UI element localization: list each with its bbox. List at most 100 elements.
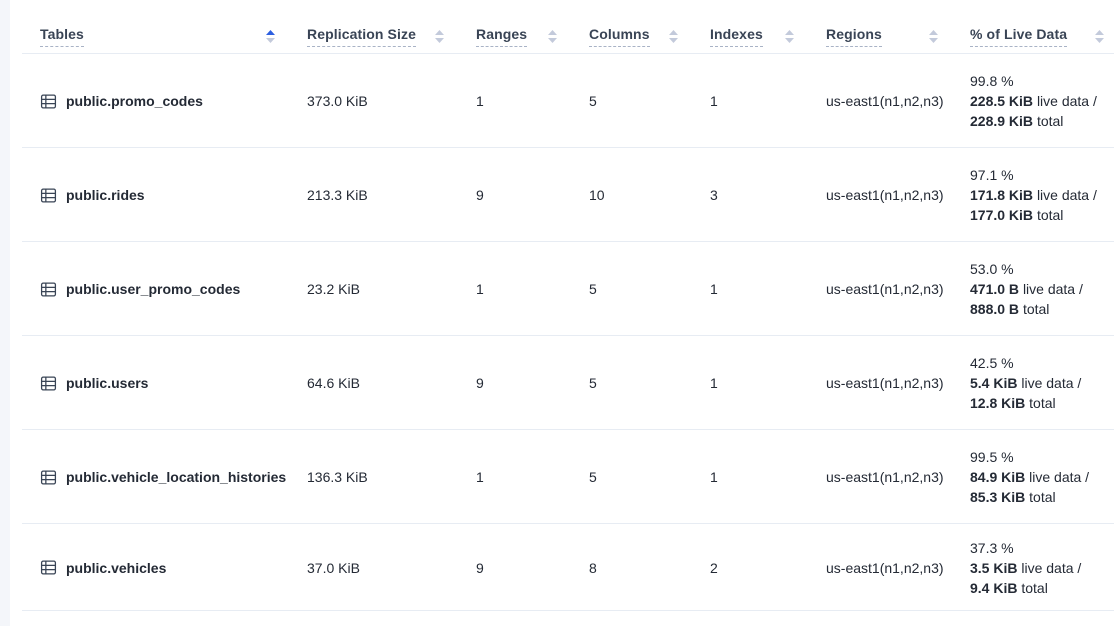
table-row[interactable]: public.vehicles 37.0 KiB 9 8 2 us-east1(… xyxy=(10,524,1114,611)
columns-cell: 10 xyxy=(589,187,605,203)
sort-icon[interactable] xyxy=(1095,30,1104,43)
sort-icon[interactable] xyxy=(435,30,444,43)
replication-size-cell: 213.3 KiB xyxy=(307,187,368,203)
ranges-cell: 9 xyxy=(476,559,484,576)
column-header-label: % of Live Data xyxy=(970,26,1068,47)
total-size-line: 228.9 KiB total xyxy=(970,113,1064,129)
column-header-label: Indexes xyxy=(710,26,763,47)
total-size-line: 888.0 B total xyxy=(970,301,1050,317)
table-name-link[interactable]: public.vehicles xyxy=(66,559,167,576)
table-name-link[interactable]: public.user_promo_codes xyxy=(66,281,241,297)
ranges-cell: 1 xyxy=(476,469,484,485)
table-row[interactable]: public.vehicle_location_histories 136.3 … xyxy=(10,430,1114,524)
live-size-line: 3.5 KiB live data / xyxy=(970,559,1082,576)
live-data-cell: 53.0 % 471.0 B live data / 888.0 B total xyxy=(948,242,1114,336)
regions-cell: us-east1(n1,n2,n3) xyxy=(826,281,944,297)
column-header-label: Ranges xyxy=(476,26,528,47)
table-icon xyxy=(40,281,57,298)
table-header-row: Tables Replication Size Ranges Columns I… xyxy=(10,0,1114,54)
columns-cell: 5 xyxy=(589,469,597,485)
table-name-cell: public.users xyxy=(10,336,285,430)
table-name-cell: public.user_promo_codes xyxy=(10,242,285,336)
indexes-cell: 2 xyxy=(710,559,718,576)
table-name-cell: public.promo_codes xyxy=(10,54,285,148)
columns-cell: 5 xyxy=(589,281,597,297)
table-icon xyxy=(40,559,57,576)
ranges-cell: 1 xyxy=(476,93,484,109)
column-header-columns[interactable]: Columns xyxy=(567,0,688,54)
column-header-indexes[interactable]: Indexes xyxy=(688,0,804,54)
live-data-cell: 99.5 % 84.9 KiB live data / 85.3 KiB tot… xyxy=(948,430,1114,524)
total-size-line: 177.0 KiB total xyxy=(970,207,1064,223)
live-size-line: 5.4 KiB live data / xyxy=(970,375,1082,391)
indexes-cell: 1 xyxy=(710,469,718,485)
total-size-line: 85.3 KiB total xyxy=(970,489,1056,505)
table-name-link[interactable]: public.rides xyxy=(66,187,145,203)
live-size-line: 471.0 B live data / xyxy=(970,281,1083,297)
column-header-replication-size[interactable]: Replication Size xyxy=(285,0,454,54)
live-percent: 42.5 % xyxy=(970,355,1014,371)
regions-cell: us-east1(n1,n2,n3) xyxy=(826,93,944,109)
live-data-cell: 99.8 % 228.5 KiB live data / 228.9 KiB t… xyxy=(948,54,1114,148)
live-data-cell: 97.1 % 171.8 KiB live data / 177.0 KiB t… xyxy=(948,148,1114,242)
columns-cell: 5 xyxy=(589,375,597,391)
regions-cell: us-east1(n1,n2,n3) xyxy=(826,375,944,391)
replication-size-cell: 136.3 KiB xyxy=(307,469,368,485)
live-size-line: 228.5 KiB live data / xyxy=(970,93,1097,109)
column-header-tables[interactable]: Tables xyxy=(10,0,285,54)
live-data-cell: 42.5 % 5.4 KiB live data / 12.8 KiB tota… xyxy=(948,336,1114,430)
table-icon xyxy=(40,469,57,486)
table-name-link[interactable]: public.vehicle_location_histories xyxy=(66,469,287,485)
indexes-cell: 1 xyxy=(710,93,718,109)
sort-icon[interactable] xyxy=(266,30,275,43)
regions-cell: us-east1(n1,n2,n3) xyxy=(826,469,944,485)
table-icon xyxy=(40,375,57,392)
live-percent: 99.5 % xyxy=(970,449,1014,465)
table-icon xyxy=(40,187,57,204)
table-name-link[interactable]: public.promo_codes xyxy=(66,93,203,109)
replication-size-cell: 373.0 KiB xyxy=(307,93,368,109)
table-icon xyxy=(40,93,57,110)
table-row[interactable]: public.promo_codes 373.0 KiB 1 5 1 us-ea… xyxy=(10,54,1114,148)
replication-size-cell: 23.2 KiB xyxy=(307,281,360,297)
table-name-cell: public.rides xyxy=(10,148,285,242)
replication-size-cell: 37.0 KiB xyxy=(307,559,360,576)
column-header-label: Columns xyxy=(589,26,650,47)
regions-cell: us-east1(n1,n2,n3) xyxy=(826,187,944,203)
sort-icon[interactable] xyxy=(548,30,557,43)
indexes-cell: 1 xyxy=(710,375,718,391)
sort-icon[interactable] xyxy=(929,30,938,43)
column-header-label: Regions xyxy=(826,26,882,47)
column-header-regions[interactable]: Regions xyxy=(804,0,948,54)
replication-size-cell: 64.6 KiB xyxy=(307,375,360,391)
live-percent: 37.3 % xyxy=(970,539,1014,556)
live-size-line: 171.8 KiB live data / xyxy=(970,187,1097,203)
total-size-line: 9.4 KiB total xyxy=(970,579,1048,596)
sort-icon[interactable] xyxy=(669,30,678,43)
column-header-ranges[interactable]: Ranges xyxy=(454,0,567,54)
table-name-link[interactable]: public.users xyxy=(66,375,149,391)
column-header-label: Tables xyxy=(40,26,84,47)
columns-cell: 5 xyxy=(589,93,597,109)
table-body: public.promo_codes 373.0 KiB 1 5 1 us-ea… xyxy=(10,54,1114,611)
indexes-cell: 1 xyxy=(710,281,718,297)
column-header-live-data[interactable]: % of Live Data xyxy=(948,0,1114,54)
sort-icon[interactable] xyxy=(785,30,794,43)
ranges-cell: 1 xyxy=(476,281,484,297)
live-size-line: 84.9 KiB live data / xyxy=(970,469,1090,485)
ranges-cell: 9 xyxy=(476,187,484,203)
left-gutter xyxy=(0,0,10,626)
live-data-cell: 37.3 % 3.5 KiB live data / 9.4 KiB total xyxy=(948,524,1114,611)
ranges-cell: 9 xyxy=(476,375,484,391)
table-name-cell: public.vehicle_location_histories xyxy=(10,430,287,524)
live-percent: 97.1 % xyxy=(970,167,1014,183)
columns-cell: 8 xyxy=(589,559,597,576)
total-size-line: 12.8 KiB total xyxy=(970,395,1056,411)
table-row[interactable]: public.user_promo_codes 23.2 KiB 1 5 1 u… xyxy=(10,242,1114,336)
indexes-cell: 3 xyxy=(710,187,718,203)
live-percent: 53.0 % xyxy=(970,261,1014,277)
table-row[interactable]: public.users 64.6 KiB 9 5 1 us-east1(n1,… xyxy=(10,336,1114,430)
column-header-label: Replication Size xyxy=(307,26,416,47)
table-row[interactable]: public.rides 213.3 KiB 9 10 3 us-east1(n… xyxy=(10,148,1114,242)
